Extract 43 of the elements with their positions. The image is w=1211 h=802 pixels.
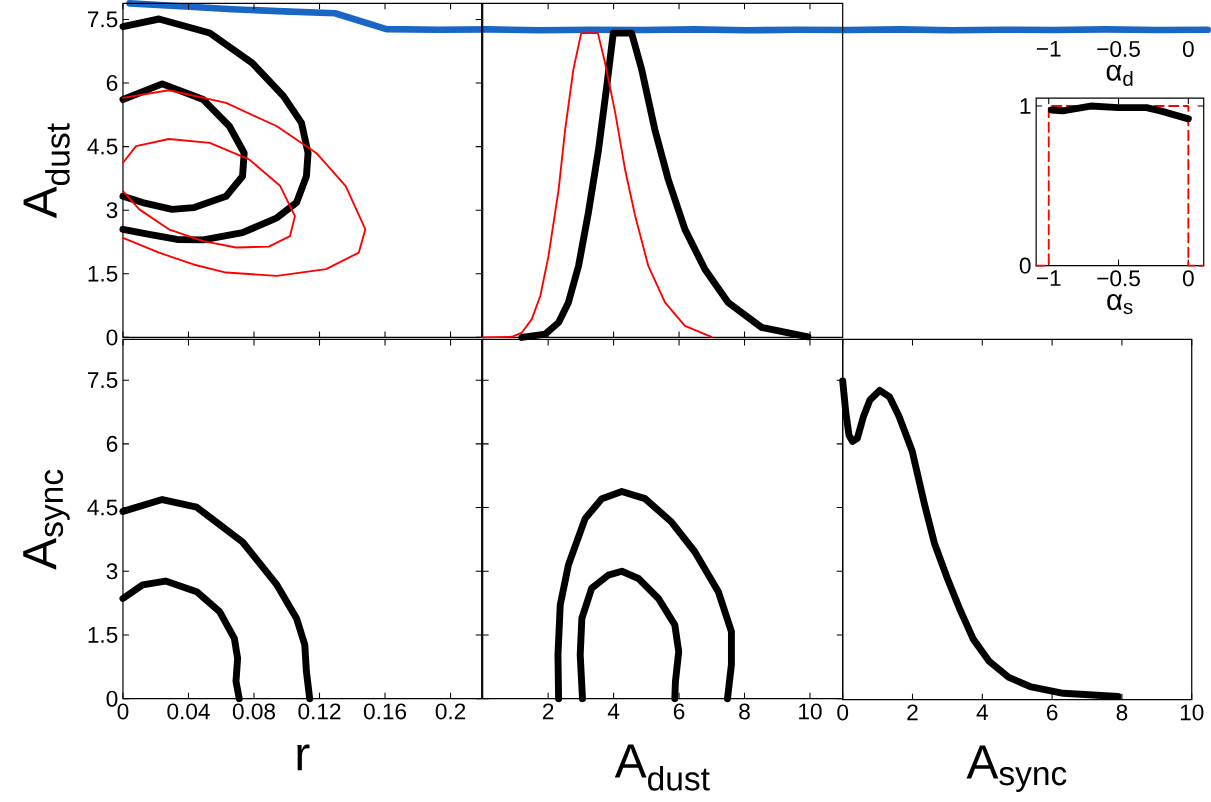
y-axis-title: A$_{sync}$ — [23, 469, 70, 570]
x-tick-label: 6 — [1046, 704, 1058, 721]
x-tick-label: 0 — [117, 703, 129, 720]
x-tick-label: −1 — [1036, 270, 1061, 286]
x-tick-label: 0 — [1182, 270, 1194, 287]
x-tick-label: 8 — [739, 703, 750, 720]
y-tick-label: 3 — [106, 563, 118, 580]
y-tick-label: 7.5 — [88, 372, 118, 388]
x-tick-label: 2 — [543, 703, 554, 720]
y-tick-label: 0 — [106, 329, 118, 346]
x-tick-label: 0 — [837, 704, 849, 721]
y-axis-title: A$_{dust}$ — [23, 123, 70, 219]
y-tick-label: 3 — [106, 202, 118, 219]
x-tick-label: 6 — [673, 703, 685, 720]
y-tick-label: 7.5 — [88, 11, 118, 28]
x2-tick-label: −0.5 — [1097, 40, 1140, 57]
x2-axis-title: α$_{d}$ — [1106, 64, 1133, 86]
x-axis-title: r — [297, 744, 310, 771]
x-tick-label: 4 — [607, 703, 620, 719]
y-tick-label: 4.5 — [87, 138, 118, 155]
x-tick-label: 0.12 — [298, 703, 341, 720]
x-tick-label: 0.16 — [363, 703, 407, 720]
y-tick-label: 1.5 — [88, 265, 118, 282]
x-tick-label: 10 — [799, 703, 822, 720]
x-tick-label: 10 — [1180, 704, 1204, 721]
x-axis-title: A$_{sync}$ — [966, 745, 1067, 792]
x-tick-label: 0.08 — [232, 703, 276, 720]
x-tick-label: −0.5 — [1097, 270, 1140, 287]
x-axis-title: α$_{s}$ — [1107, 294, 1133, 315]
x2-tick-label: −1 — [1036, 40, 1061, 57]
x-tick-label: 0.04 — [167, 703, 210, 720]
y-tick-label: 1.5 — [88, 627, 118, 643]
y-tick-label: 4.5 — [87, 499, 118, 516]
y-tick-label: 1 — [1020, 98, 1031, 114]
x-tick-label: 2 — [907, 704, 918, 721]
x-tick-label: 8 — [1116, 704, 1128, 721]
x-axis-title: A$_{dust}$ — [614, 744, 710, 791]
x-tick-label: 4 — [976, 704, 988, 720]
x-tick-label: 0.2 — [435, 703, 466, 720]
y-tick-label: 0 — [106, 690, 118, 707]
x2-tick-label: 0 — [1182, 40, 1194, 57]
y-tick-label: 6 — [106, 74, 118, 91]
y-tick-label: 6 — [106, 435, 118, 452]
